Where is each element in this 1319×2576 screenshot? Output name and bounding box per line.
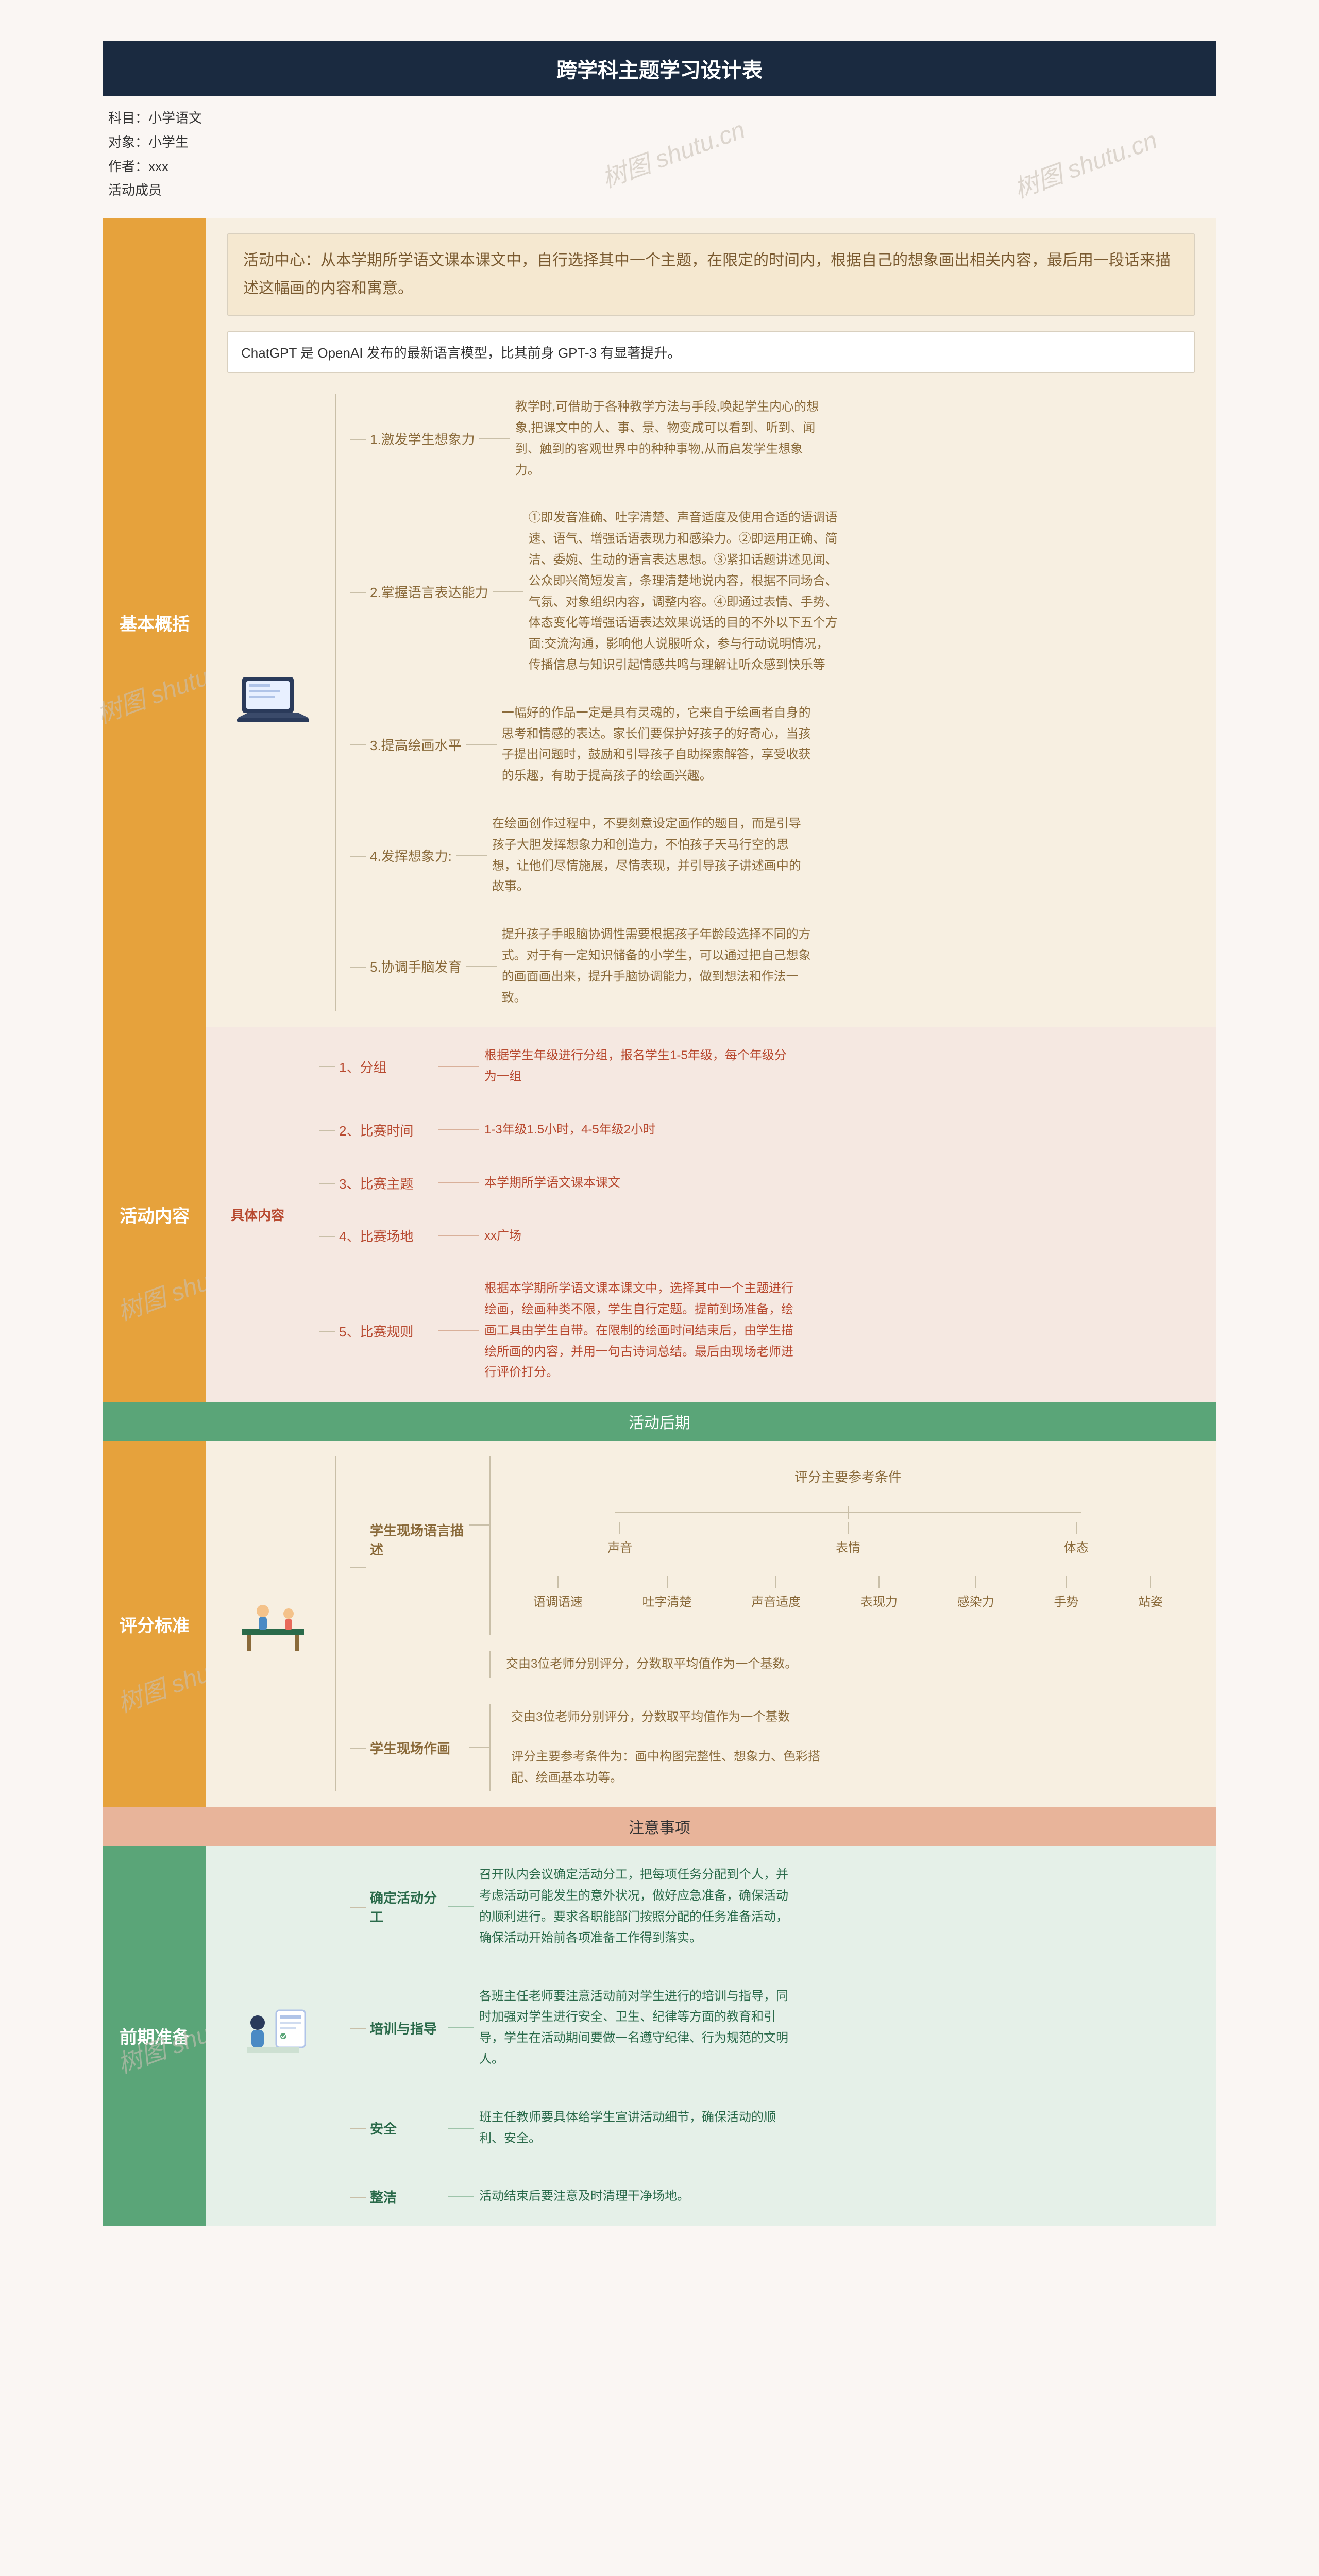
s3-branch-2-label: 学生现场作画 <box>366 1736 469 1759</box>
s4-item-3: 安全 班主任教师要具体给学生宣讲活动细节，确保活动的顺利、安全。 <box>366 2104 1195 2153</box>
s1-item-2-label: 2.掌握语言表达能力 <box>366 580 493 603</box>
meta-author-value: xxx <box>148 159 168 174</box>
section-basic: 基本概括 活动中心：从本学期所学语文课本课文中，自行选择其中一个主题，在限定的时… <box>103 218 1216 1027</box>
org-g3: 体态 <box>1059 1522 1094 1555</box>
s2-item-3: 3、比赛主题 本学期所学语文课本课文 <box>335 1170 1195 1197</box>
s2-item-1-desc: 根据学生年级进行分组，报名学生1-5年级，每个年级分为一组 <box>479 1042 799 1091</box>
s4-item-2-label: 培训与指导 <box>366 2016 448 2040</box>
s3-branch-2-note1: 交由3位老师分别评分，分数取平均值作为一个基数 <box>506 1704 825 1731</box>
laptop-illustration <box>227 667 319 739</box>
org-g1: 声音 <box>602 1522 637 1555</box>
s2-item-4-label: 4、比赛场地 <box>335 1224 438 1247</box>
s1-item-5-label: 5.协调手脑发育 <box>366 955 466 978</box>
org-level-2: 语调语速 吐字清楚 声音适度 表现力 感染力 手势 站姿 <box>506 1576 1190 1609</box>
teacher-illustration <box>227 1588 319 1660</box>
s4-item-2-desc: 各班主任老师要注意活动前对学生进行的培训与指导，同时加强对学生进行安全、卫生、纪… <box>474 1983 793 2073</box>
section-scoring: 评分标准 学生现场语言描述 <box>103 1441 1216 1807</box>
s4-item-1-label: 确定活动分工 <box>366 1886 448 1928</box>
s2-item-5-label: 5、比赛规则 <box>335 1319 438 1343</box>
s2-item-3-label: 3、比赛主题 <box>335 1172 438 1195</box>
meta-subject-label: 科目： <box>108 106 148 130</box>
page-title: 跨学科主题学习设计表 <box>103 41 1216 96</box>
s2-item-2-desc: 1-3年级1.5小时，4-5年级2小时 <box>479 1116 661 1144</box>
s4-item-1-desc: 召开队内会议确定活动分工，把每项任务分配到个人，并考虑活动可能发生的意外状况，做… <box>474 1861 793 1952</box>
org-level-1: 声音 表情 体态 <box>506 1522 1190 1555</box>
s4-item-1: 确定活动分工 召开队内会议确定活动分工，把每项任务分配到个人，并考虑活动可能发生… <box>366 1861 1195 1952</box>
s1-item-1-label: 1.激发学生想象力 <box>366 427 479 450</box>
s1-item-5: 5.协调手脑发育 提升孩子手眼脑协调性需要根据孩子年龄段选择不同的方式。对于有一… <box>366 921 1195 1011</box>
s2-root: 具体内容 <box>227 1203 289 1226</box>
s3-branch-1: 学生现场语言描述 评分主要参考条件 声音 表情 体态 <box>366 1456 1195 1678</box>
s1-item-3-desc: 一幅好的作品一定是具有灵魂的，它来自于绘画者自身的思考和情感的表达。家长们要保护… <box>497 700 816 790</box>
meta-author-label: 作者： <box>108 155 148 179</box>
side-tab-scoring: 评分标准 <box>103 1441 206 1807</box>
task-illustration <box>227 2000 319 2072</box>
meta-audience-value: 小学生 <box>148 134 189 150</box>
meta-members-label: 活动成员 <box>108 178 162 202</box>
banner-post-activity: 活动后期 <box>103 1402 1216 1441</box>
s2-item-4-desc: xx广场 <box>479 1223 527 1250</box>
s2-item-1: 1、分组 根据学生年级进行分组，报名学生1-5年级，每个年级分为一组 <box>335 1042 1195 1091</box>
s2-item-2: 2、比赛时间 1-3年级1.5小时，4-5年级2小时 <box>335 1116 1195 1144</box>
s1-item-2-desc: ①即发音准确、吐字清楚、声音适度及使用合适的语调语速、语气、增强话语表现力和感染… <box>523 504 843 679</box>
org-root: 评分主要参考条件 <box>506 1467 1190 1486</box>
s1-item-3-label: 3.提高绘画水平 <box>366 733 466 756</box>
side-tab-content: 活动内容 <box>103 1027 206 1402</box>
s4-item-4-desc: 活动结束后要注意及时清理干净场地。 <box>474 2183 695 2210</box>
s1-item-4-label: 4.发挥想象力: <box>366 844 456 867</box>
banner-notes: 注意事项 <box>103 1807 1216 1846</box>
org-leaf: 站姿 <box>1133 1576 1168 1609</box>
s2-item-1-label: 1、分组 <box>335 1055 438 1078</box>
s2-item-2-label: 2、比赛时间 <box>335 1118 438 1142</box>
meta-subject-value: 小学语文 <box>148 110 202 126</box>
activity-center-box: 活动中心：从本学期所学语文课本课文中，自行选择其中一个主题，在限定的时间内，根据… <box>227 233 1195 316</box>
org-leaf: 手势 <box>1049 1576 1084 1609</box>
chatgpt-note: ChatGPT 是 OpenAI 发布的最新语言模型，比其前身 GPT-3 有显… <box>227 331 1195 373</box>
s1-item-1-desc: 教学时,可借助于各种教学方法与手段,唤起学生内心的想象,把课文中的人、事、景、物… <box>510 394 830 484</box>
s2-item-4: 4、比赛场地 xx广场 <box>335 1223 1195 1250</box>
s4-item-4-label: 整洁 <box>366 2185 448 2208</box>
side-tab-prep: 前期准备 <box>103 1846 206 2226</box>
meta-audience-label: 对象： <box>108 130 148 155</box>
s2-item-5: 5、比赛规则 根据本学期所学语文课本课文中，选择其中一个主题进行绘画，绘画种类不… <box>335 1275 1195 1386</box>
s1-item-3: 3.提高绘画水平 一幅好的作品一定是具有灵魂的，它来自于绘画者自身的思考和情感的… <box>366 700 1195 790</box>
org-leaf: 表现力 <box>855 1576 903 1609</box>
org-leaf: 声音适度 <box>746 1576 806 1609</box>
s1-item-4: 4.发挥想象力: 在绘画创作过程中，不要刻意设定画作的题目，而是引导孩子大胆发挥… <box>366 810 1195 901</box>
s4-item-3-label: 安全 <box>366 2116 448 2140</box>
s3-branch-2: 学生现场作画 交由3位老师分别评分，分数取平均值作为一个基数 评分主要参考条件为… <box>366 1704 1195 1791</box>
s1-item-4-desc: 在绘画创作过程中，不要刻意设定画作的题目，而是引导孩子大胆发挥想象力和创造力，不… <box>487 810 806 901</box>
s3-branch-1-note: 交由3位老师分别评分，分数取平均值作为一个基数。 <box>489 1651 809 1678</box>
s2-item-3-desc: 本学期所学语文课本课文 <box>479 1170 625 1197</box>
section-content: 活动内容 具体内容 1、分组 根据学生年级进行分组，报名学生1-5年级，每个年级… <box>103 1027 1216 1402</box>
s3-branch-2-note2: 评分主要参考条件为：画中构图完整性、想象力、色彩搭配、绘画基本功等。 <box>506 1743 825 1792</box>
s1-item-5-desc: 提升孩子手眼脑协调性需要根据孩子年龄段选择不同的方式。对于有一定知识储备的小学生… <box>497 921 816 1011</box>
meta-block: 科目：小学语文 对象：小学生 作者：xxx 活动成员 <box>103 106 1216 202</box>
s3-branch-1-label: 学生现场语言描述 <box>366 1518 469 1561</box>
s1-item-2: 2.掌握语言表达能力 ①即发音准确、吐字清楚、声音适度及使用合适的语调语速、语气… <box>366 504 1195 679</box>
org-leaf: 感染力 <box>952 1576 1000 1609</box>
s4-item-3-desc: 班主任教师要具体给学生宣讲活动细节，确保活动的顺利、安全。 <box>474 2104 793 2153</box>
org-g2: 表情 <box>831 1522 866 1555</box>
s1-item-1: 1.激发学生想象力 教学时,可借助于各种教学方法与手段,唤起学生内心的想象,把课… <box>366 394 1195 484</box>
s2-item-5-desc: 根据本学期所学语文课本课文中，选择其中一个主题进行绘画，绘画种类不限，学生自行定… <box>479 1275 799 1386</box>
s4-item-4: 整洁 活动结束后要注意及时清理干净场地。 <box>366 2183 1195 2210</box>
section-prep: 前期准备 确定活动分工 <box>103 1846 1216 2226</box>
org-leaf: 吐字清楚 <box>637 1576 697 1609</box>
org-leaf: 语调语速 <box>528 1576 588 1609</box>
org-chart: 评分主要参考条件 声音 表情 体态 语调语速 吐字清楚 <box>489 1456 1195 1635</box>
side-tab-basic: 基本概括 <box>103 218 206 1027</box>
s4-item-2: 培训与指导 各班主任老师要注意活动前对学生进行的培训与指导，同时加强对学生进行安… <box>366 1983 1195 2073</box>
